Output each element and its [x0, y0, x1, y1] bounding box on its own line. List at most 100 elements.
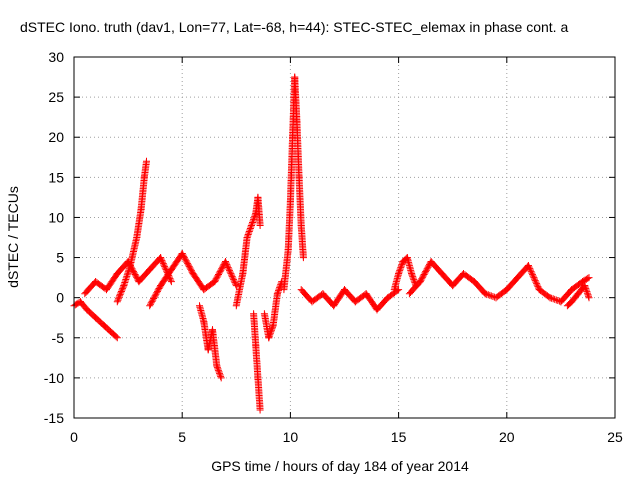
data-point — [245, 229, 253, 237]
data-point — [267, 328, 275, 336]
data-point — [224, 262, 231, 270]
data-point — [112, 333, 120, 341]
data-point — [266, 331, 274, 339]
x-tick-label: 15 — [391, 429, 407, 445]
data-point — [526, 265, 534, 273]
data-point — [185, 262, 193, 270]
data-point — [581, 283, 589, 291]
data-point — [212, 275, 220, 283]
data-point — [531, 277, 539, 285]
data-point — [585, 294, 593, 302]
data-point — [232, 280, 240, 288]
data-point — [126, 260, 134, 268]
data-point — [151, 292, 159, 300]
data-point — [159, 260, 167, 268]
data-point — [148, 297, 156, 305]
x-tick-label: 10 — [283, 429, 299, 445]
data-point — [114, 296, 122, 304]
data-point — [256, 222, 264, 229]
data-point — [273, 290, 281, 298]
data-point — [147, 300, 154, 308]
data-point — [417, 276, 425, 284]
x-axis-label: GPS time / hours of day 184 of year 2014 — [211, 458, 469, 474]
data-point — [422, 268, 430, 276]
y-tick-label: -5 — [52, 330, 65, 346]
data-point — [226, 267, 233, 275]
data-point — [524, 262, 532, 270]
data-point — [187, 265, 195, 273]
x-tick-label: 20 — [499, 429, 515, 445]
data-point — [585, 274, 593, 282]
data-point — [214, 272, 222, 280]
data-point — [548, 294, 556, 302]
data-point — [231, 279, 239, 287]
data-point — [178, 250, 186, 257]
axis-ticks — [73, 56, 616, 419]
data-point — [150, 293, 158, 301]
data-point — [269, 323, 276, 331]
data-point — [143, 157, 150, 165]
data-point — [418, 275, 426, 283]
data-point — [158, 257, 166, 265]
data-point — [118, 286, 126, 294]
data-point — [213, 362, 221, 370]
tick-labels: 0 5 10 15 20 25 -15 -10 -5 0 5 10 15 20 25 30 — [44, 49, 623, 445]
data-point — [125, 259, 133, 267]
data-point — [132, 272, 140, 280]
data-point — [528, 269, 536, 277]
data-point — [534, 283, 542, 291]
data-point — [133, 273, 141, 281]
data-point — [527, 266, 534, 274]
data-point — [161, 264, 169, 272]
chart-title: dSTEC Iono. truth (dav1, Lon=77, Lat=-68… — [20, 19, 568, 35]
data-point — [225, 265, 233, 273]
y-tick-label: 15 — [48, 169, 64, 185]
y-tick-label: 30 — [48, 49, 64, 65]
data-point — [484, 291, 492, 299]
data-point — [217, 372, 225, 380]
data-point — [224, 264, 232, 272]
data-point — [529, 272, 537, 280]
data-point — [226, 268, 234, 276]
data-point — [117, 288, 125, 295]
data-point — [160, 261, 168, 269]
data-point — [420, 271, 428, 278]
data-point — [223, 261, 231, 269]
data-points — [70, 73, 593, 414]
data-point — [217, 374, 225, 382]
y-tick-label: 10 — [48, 209, 64, 225]
data-point — [216, 369, 223, 377]
x-tick-label: 25 — [607, 429, 623, 445]
data-point — [159, 258, 167, 266]
data-point — [483, 290, 491, 298]
data-point — [119, 283, 127, 291]
data-point — [243, 234, 251, 241]
data-point — [584, 274, 592, 282]
data-point — [116, 292, 124, 300]
data-point — [396, 265, 404, 273]
data-point — [183, 258, 191, 266]
data-point — [222, 259, 230, 267]
data-point — [545, 293, 553, 301]
data-point — [419, 272, 427, 280]
data-point — [157, 255, 165, 263]
data-point — [113, 298, 121, 306]
data-point — [410, 276, 418, 284]
data-point — [115, 295, 122, 303]
data-point — [247, 222, 255, 229]
y-tick-label: -10 — [44, 370, 64, 386]
data-point — [230, 276, 238, 284]
data-point — [395, 268, 403, 276]
data-point — [216, 268, 224, 276]
data-point — [583, 289, 591, 297]
data-point — [299, 254, 307, 262]
data-point — [398, 261, 406, 269]
data-point — [408, 271, 416, 279]
data-point — [130, 268, 137, 276]
data-point — [180, 252, 188, 260]
data-point — [424, 263, 432, 271]
data-point — [531, 275, 538, 283]
grid — [74, 57, 615, 418]
data-point — [217, 266, 225, 274]
